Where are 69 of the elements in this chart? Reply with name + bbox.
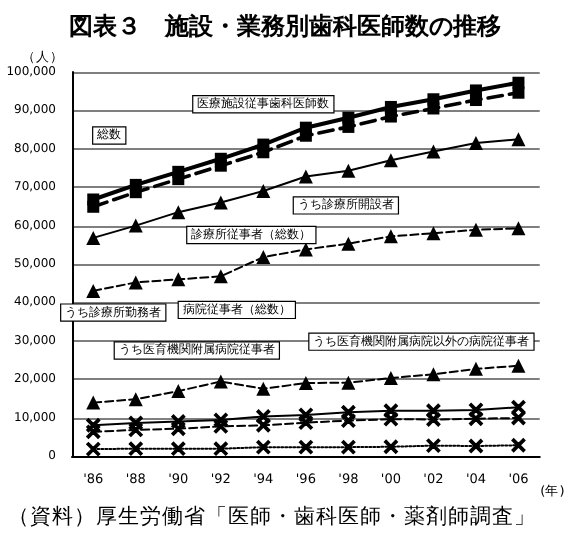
point [213, 195, 228, 210]
point [341, 440, 356, 455]
chart-title: 図表３ 施設・業務別歯科医師数の推移 [69, 12, 501, 40]
point [129, 178, 142, 191]
point [426, 226, 441, 241]
point [383, 229, 398, 244]
point [426, 403, 441, 418]
point [511, 132, 526, 147]
point [341, 405, 356, 420]
point [256, 440, 271, 455]
point [468, 222, 483, 237]
point [383, 439, 398, 454]
point [341, 375, 356, 390]
point [86, 283, 101, 298]
point [511, 358, 526, 373]
point [86, 442, 101, 457]
point [426, 438, 441, 453]
point [511, 438, 526, 453]
point [172, 165, 185, 178]
point [383, 403, 398, 418]
point [171, 441, 186, 456]
point [341, 236, 356, 251]
point [299, 121, 312, 134]
point [426, 144, 441, 159]
point [298, 169, 313, 184]
point [213, 441, 228, 456]
point [86, 395, 101, 410]
point [341, 163, 356, 178]
point [213, 412, 228, 427]
point [171, 384, 186, 399]
point [256, 381, 271, 396]
point [511, 221, 526, 236]
point [256, 184, 271, 199]
point [171, 272, 186, 287]
point [383, 153, 398, 168]
point [128, 218, 143, 233]
point [384, 100, 397, 113]
point [298, 376, 313, 391]
point [214, 152, 227, 165]
point [511, 400, 526, 415]
point [468, 136, 483, 151]
point [468, 439, 483, 454]
point [298, 407, 313, 422]
point [426, 367, 441, 382]
point [257, 138, 270, 151]
point [213, 374, 228, 389]
point [128, 415, 143, 430]
text: （資料）厚生労働省「医師・歯科医師・薬剤師調査」 [8, 503, 536, 529]
point [256, 409, 271, 424]
point [298, 440, 313, 455]
point [87, 193, 100, 206]
point [383, 371, 398, 386]
point [128, 441, 143, 456]
point [86, 418, 101, 433]
point [468, 402, 483, 417]
point [298, 242, 313, 257]
point [171, 205, 186, 220]
point [171, 414, 186, 429]
point [427, 93, 440, 106]
point [342, 111, 355, 124]
point [469, 84, 482, 97]
point [128, 392, 143, 407]
point [213, 269, 228, 284]
point [468, 361, 483, 376]
point [256, 250, 271, 265]
point [512, 76, 525, 89]
point [128, 275, 143, 290]
point [511, 410, 526, 425]
point [86, 230, 101, 245]
